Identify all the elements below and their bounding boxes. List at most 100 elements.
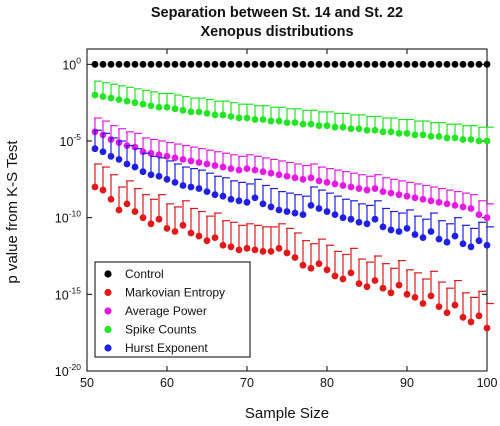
x-tick-label: 90	[400, 376, 414, 390]
data-point	[403, 60, 411, 68]
data-point	[123, 97, 131, 105]
data-point	[443, 60, 451, 68]
data-point	[275, 171, 283, 179]
data-point	[251, 246, 259, 254]
data-point	[379, 223, 387, 231]
data-point	[419, 300, 427, 307]
data-point	[475, 211, 483, 219]
y-axis-label: p value from K-S Test	[4, 140, 21, 284]
data-point	[483, 214, 491, 222]
data-point	[187, 183, 195, 191]
data-point	[291, 119, 299, 126]
data-point	[251, 116, 259, 123]
data-point	[267, 169, 275, 177]
data-point	[339, 60, 347, 68]
data-point	[219, 192, 227, 200]
data-point	[179, 182, 187, 189]
data-point	[363, 60, 371, 68]
data-point	[387, 226, 395, 234]
legend-label: Spike Counts	[125, 323, 196, 337]
series-spike-counts	[91, 80, 494, 145]
data-point	[395, 191, 403, 199]
data-point	[371, 185, 379, 192]
data-point	[411, 131, 419, 139]
data-point	[243, 244, 251, 252]
data-point	[435, 60, 443, 68]
data-point	[275, 117, 283, 125]
data-point	[355, 280, 363, 287]
data-point	[427, 292, 435, 300]
data-point	[475, 60, 483, 68]
data-point	[339, 182, 347, 189]
data-point	[115, 156, 123, 163]
data-point	[107, 60, 115, 68]
data-point	[227, 195, 235, 203]
data-point	[203, 160, 211, 168]
data-point	[227, 113, 235, 120]
y-tick-label: 10-5	[60, 132, 82, 149]
data-point	[283, 249, 291, 257]
y-tick-label: 100	[62, 55, 81, 72]
x-tick-label: 50	[80, 376, 94, 390]
data-point	[283, 208, 291, 215]
data-point	[203, 60, 211, 68]
data-point	[211, 60, 219, 68]
data-point	[259, 248, 267, 255]
data-point	[315, 205, 323, 212]
data-point	[275, 244, 283, 252]
data-point	[395, 228, 403, 235]
data-point	[163, 175, 171, 183]
data-point	[219, 241, 227, 249]
data-point	[379, 60, 387, 68]
data-point	[91, 60, 99, 68]
data-point	[347, 215, 355, 223]
data-point	[155, 60, 163, 68]
legend-marker	[104, 288, 112, 297]
data-point	[259, 116, 267, 123]
data-point	[131, 208, 139, 215]
data-point	[467, 205, 475, 212]
x-tick-label: 80	[320, 376, 334, 390]
data-point	[91, 91, 99, 99]
data-point	[179, 106, 187, 114]
data-point	[211, 234, 219, 242]
legend: Control Markovian Entropy Average Power Spi…	[94, 261, 251, 358]
data-point	[139, 60, 147, 68]
data-point	[91, 183, 99, 191]
data-point	[195, 185, 203, 192]
data-point	[99, 148, 107, 156]
data-point	[243, 198, 251, 206]
data-point	[187, 108, 195, 116]
data-point	[155, 103, 163, 111]
data-point	[315, 260, 323, 268]
data-point	[395, 281, 403, 289]
data-point	[307, 60, 315, 68]
data-point	[459, 60, 467, 68]
data-point	[299, 175, 307, 183]
data-point	[483, 60, 491, 68]
data-point	[283, 119, 291, 126]
data-point	[163, 225, 171, 232]
data-point	[267, 60, 275, 68]
legend-marker	[104, 307, 112, 315]
x-tick-label: 70	[240, 376, 254, 390]
data-point	[315, 177, 323, 185]
data-point	[299, 120, 307, 128]
data-point	[483, 137, 491, 145]
data-point	[467, 243, 475, 251]
data-point	[347, 183, 355, 191]
legend-items: Control Markovian Entropy Average Power Spi…	[104, 267, 225, 355]
data-point	[163, 103, 171, 111]
data-point	[363, 126, 371, 134]
data-point	[139, 100, 147, 108]
data-point	[411, 60, 419, 68]
data-point	[163, 60, 171, 68]
data-point	[411, 194, 419, 202]
data-point	[115, 206, 123, 214]
data-point	[443, 200, 451, 208]
data-point	[139, 214, 147, 222]
data-point	[467, 136, 475, 143]
data-point	[219, 111, 227, 119]
data-point	[371, 215, 379, 223]
